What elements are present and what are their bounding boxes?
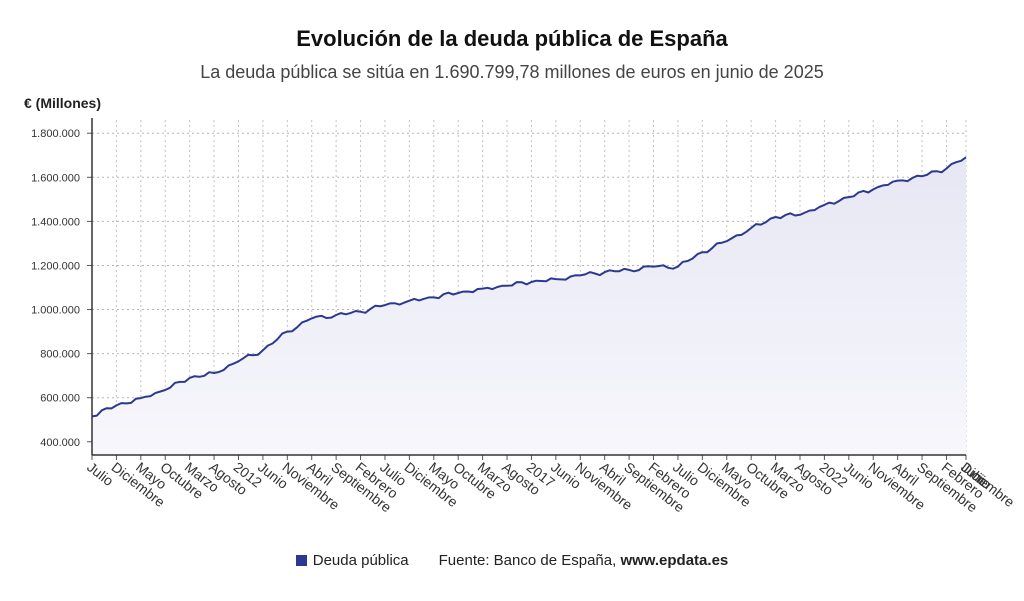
series-area-fill xyxy=(92,157,966,456)
source-site: www.epdata.es xyxy=(620,552,729,569)
y-tick-label: 1.200.000 xyxy=(31,260,80,272)
y-tick-label: 1.400.000 xyxy=(31,216,80,228)
chart-subtitle: La deuda pública se sitúa en 1.690.799,7… xyxy=(200,62,824,82)
y-axis-unit-label: € (Millones) xyxy=(24,95,102,111)
y-tick-label: 400.000 xyxy=(40,437,80,449)
series-area xyxy=(92,157,966,456)
legend-swatch xyxy=(295,554,307,566)
y-tick-label: 600.000 xyxy=(40,393,80,405)
series-line-group xyxy=(91,156,967,418)
series-line-deuda-publica xyxy=(91,156,967,418)
y-tick-label: 1.600.000 xyxy=(31,172,80,184)
chart-title: Evolución de la deuda pública de España xyxy=(296,26,728,51)
axes xyxy=(87,118,967,460)
y-axis-tick-labels: 400.000 600.000 800.000 1.000.000 1.200.000 1… xyxy=(31,128,80,449)
source-text: Fuente: Banco de España, xyxy=(438,552,621,569)
legend: Deuda pública Fuente: Banco de España, ww… xyxy=(0,552,1024,569)
y-tick-label: 1.800.000 xyxy=(31,128,80,140)
x-axis-tick-labels: JulioDiciembreMayoOctubreMarzoAgosto2012… xyxy=(84,459,1018,516)
y-tick-label: 1.000.000 xyxy=(31,305,80,317)
y-tick-label: 800.000 xyxy=(40,349,80,361)
legend-series-label: Deuda pública xyxy=(312,552,409,569)
